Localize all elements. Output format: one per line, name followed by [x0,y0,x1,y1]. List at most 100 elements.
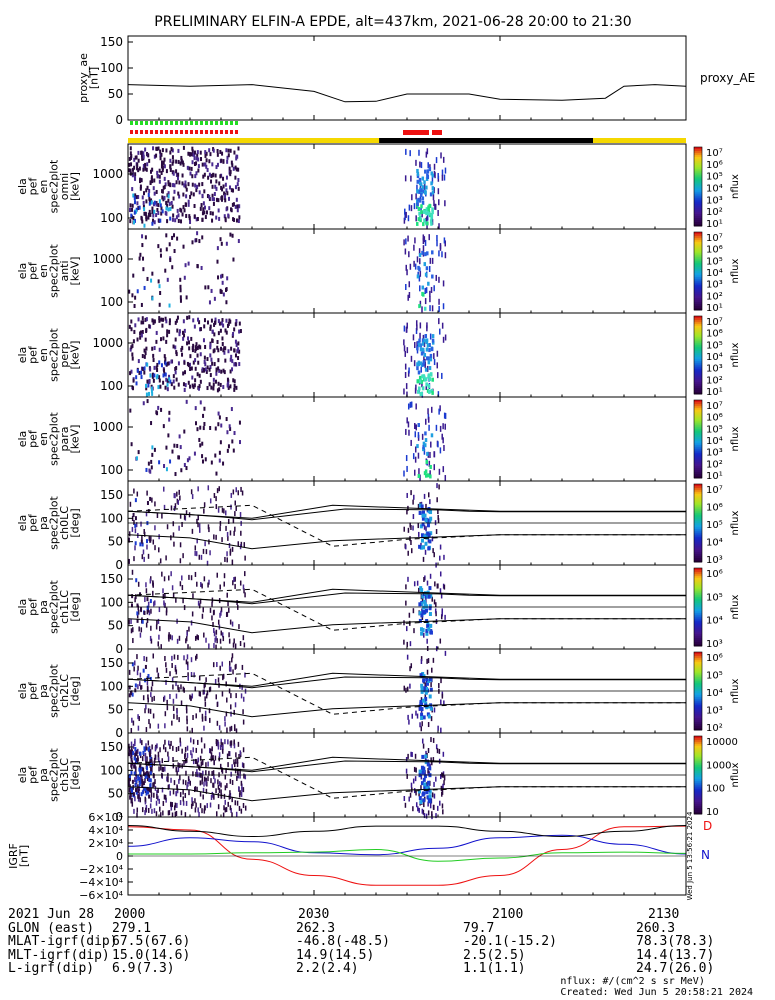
spectrogram-cell [200,737,203,743]
spectrogram-cell [422,545,426,550]
science-zone-mark [160,130,163,134]
spectrogram-cell [164,316,167,321]
colorbar-swatch [694,653,702,657]
spectrogram-cell [407,550,409,556]
spectrogram-cell [150,625,152,631]
spectrogram-cell [211,173,214,178]
spectrogram-cell [139,335,142,340]
spectrogram-cell [421,341,425,346]
spectrogram-cell [149,788,152,793]
spectrogram-cell [234,583,236,589]
spectrogram-cell [430,213,434,218]
colorbar-swatch [694,356,702,360]
spectrogram-cell [148,188,151,193]
spectrogram-cell [156,794,158,800]
spectrogram-cell [416,256,419,263]
spectrogram-cell [142,167,145,172]
spectrogram-cell [135,766,137,772]
spectrogram-cell [175,318,178,323]
colorbar-swatch [694,154,702,158]
spectrogram-cell [201,441,204,446]
dashed-loss-cone-line [127,672,686,715]
science-zone-mark [130,121,133,125]
spectrogram-cell [137,194,140,199]
colorbar-label: nflux [730,174,741,199]
spectrogram-cell [203,725,205,731]
spectrogram-cell [218,752,221,758]
spectrogram-cell [141,366,144,371]
spectrogram-cell [141,535,143,541]
colorbar-swatch [694,265,702,268]
spectrogram-cell [214,317,217,322]
spectrogram-cell [429,296,431,303]
spectrogram-cell [145,167,148,172]
spectrogram-cell [421,291,424,296]
spectrogram-cell [135,594,137,600]
spectrogram-cell [229,148,232,153]
spectrogram-cell [217,779,219,785]
spectrogram-cell [153,319,156,324]
spectrogram-cell [426,712,430,717]
spectrogram-cell [140,215,143,220]
igrf-green-line [128,848,687,862]
spectrogram-cell [185,708,188,714]
spectrogram-cell [422,605,426,610]
spectrogram-cell [420,765,424,770]
spectrogram-cell [196,518,198,524]
spectrogram-cell [144,775,147,780]
colorbar-swatch [694,726,702,729]
spectrogram-cell [426,518,430,523]
spectrogram-cell [161,209,164,214]
spectrogram-cell [418,275,421,282]
spectrogram-cell [417,342,419,349]
spectrogram-cell [138,370,141,375]
spectrogram-cell [145,217,148,222]
colorbar-swatch [694,599,702,602]
spectrogram-cell [205,762,207,768]
spectrogram-cell [186,341,189,346]
colorbar-swatch [694,757,702,760]
spectrogram-cell [189,384,192,389]
spectrogram-cell [145,743,147,749]
y-axis-label: en [37,432,50,446]
spectrogram-cell [191,797,193,803]
spectrogram-cell [172,344,175,349]
spectrogram-cell [438,223,440,230]
spectrogram-cell [433,285,435,292]
spectrogram-cell [224,721,226,727]
spectrogram-cell [235,319,238,324]
spectrogram-cell [196,769,198,775]
colorbar-swatch [694,452,702,456]
colorbar-swatch [694,661,702,665]
spectrogram-cell [171,204,174,209]
colorbar-swatch [694,652,702,655]
spectrogram-cell [145,766,148,771]
spectrogram-cell [225,330,228,335]
spectrogram-cell [165,797,167,803]
spectrogram-cell [404,208,406,215]
spectrogram-cell [168,242,171,247]
spectrogram-cell [179,161,182,166]
spectrogram-cell [152,213,155,218]
footer-notes: nflux: #/(cm^2 s sr MeV) Created: Wed Ju… [560,976,753,998]
spectrogram-cell [408,251,410,258]
spectrogram-cell [151,696,153,702]
colorbar-swatch [694,595,702,598]
spectrogram-cell [417,474,421,479]
spectrogram-cell [218,216,221,221]
spectrogram-cell [433,793,436,799]
spectrogram-cell [166,361,169,366]
spectrogram-cell [191,149,194,154]
spectrogram-cell [427,627,431,632]
colorbar-swatch [694,812,702,815]
spectrogram-cell [414,446,417,453]
spectrogram-cell [215,165,218,170]
spectrogram-cell [403,526,405,532]
spectrogram-cell [161,323,164,328]
spectrogram-cell [159,290,162,295]
spectrogram-cell [239,768,241,774]
spectrogram-cell [137,605,140,611]
spectrogram-cell [155,365,158,370]
colorbar-swatch [694,714,702,717]
spectrogram-cell [141,807,144,813]
